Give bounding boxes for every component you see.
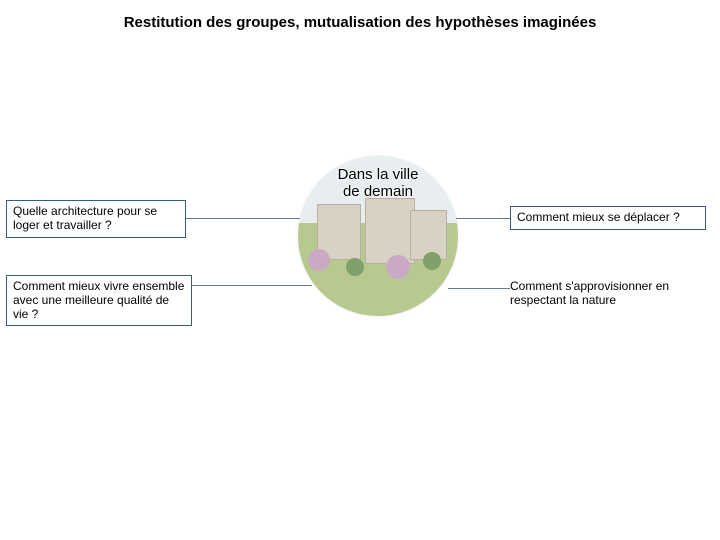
center-tree-1 — [308, 249, 330, 271]
node-bottom-right: Comment s'approvisionner en respectant l… — [510, 280, 710, 316]
center-building-2 — [365, 198, 415, 264]
connector-top-left — [186, 218, 300, 219]
center-image: Dans la ville de demain — [298, 156, 458, 316]
center-label-line1: Dans la ville — [338, 166, 419, 183]
center-tree-4 — [423, 252, 441, 270]
node-top-right: Comment mieux se déplacer ? — [510, 206, 706, 230]
node-top-left: Quelle architecture pour se loger et tra… — [6, 200, 186, 238]
center-label-line2: de demain — [343, 183, 413, 200]
node-bottom-left: Comment mieux vivre ensemble avec une me… — [6, 275, 192, 326]
connector-bottom-left — [192, 285, 312, 286]
diagram-stage: Restitution des groupes, mutualisation d… — [0, 0, 720, 540]
center-label: Dans la ville de demain — [338, 166, 419, 201]
center-tree-3 — [386, 255, 410, 279]
connector-top-right — [456, 218, 510, 219]
page-title: Restitution des groupes, mutualisation d… — [0, 14, 720, 31]
